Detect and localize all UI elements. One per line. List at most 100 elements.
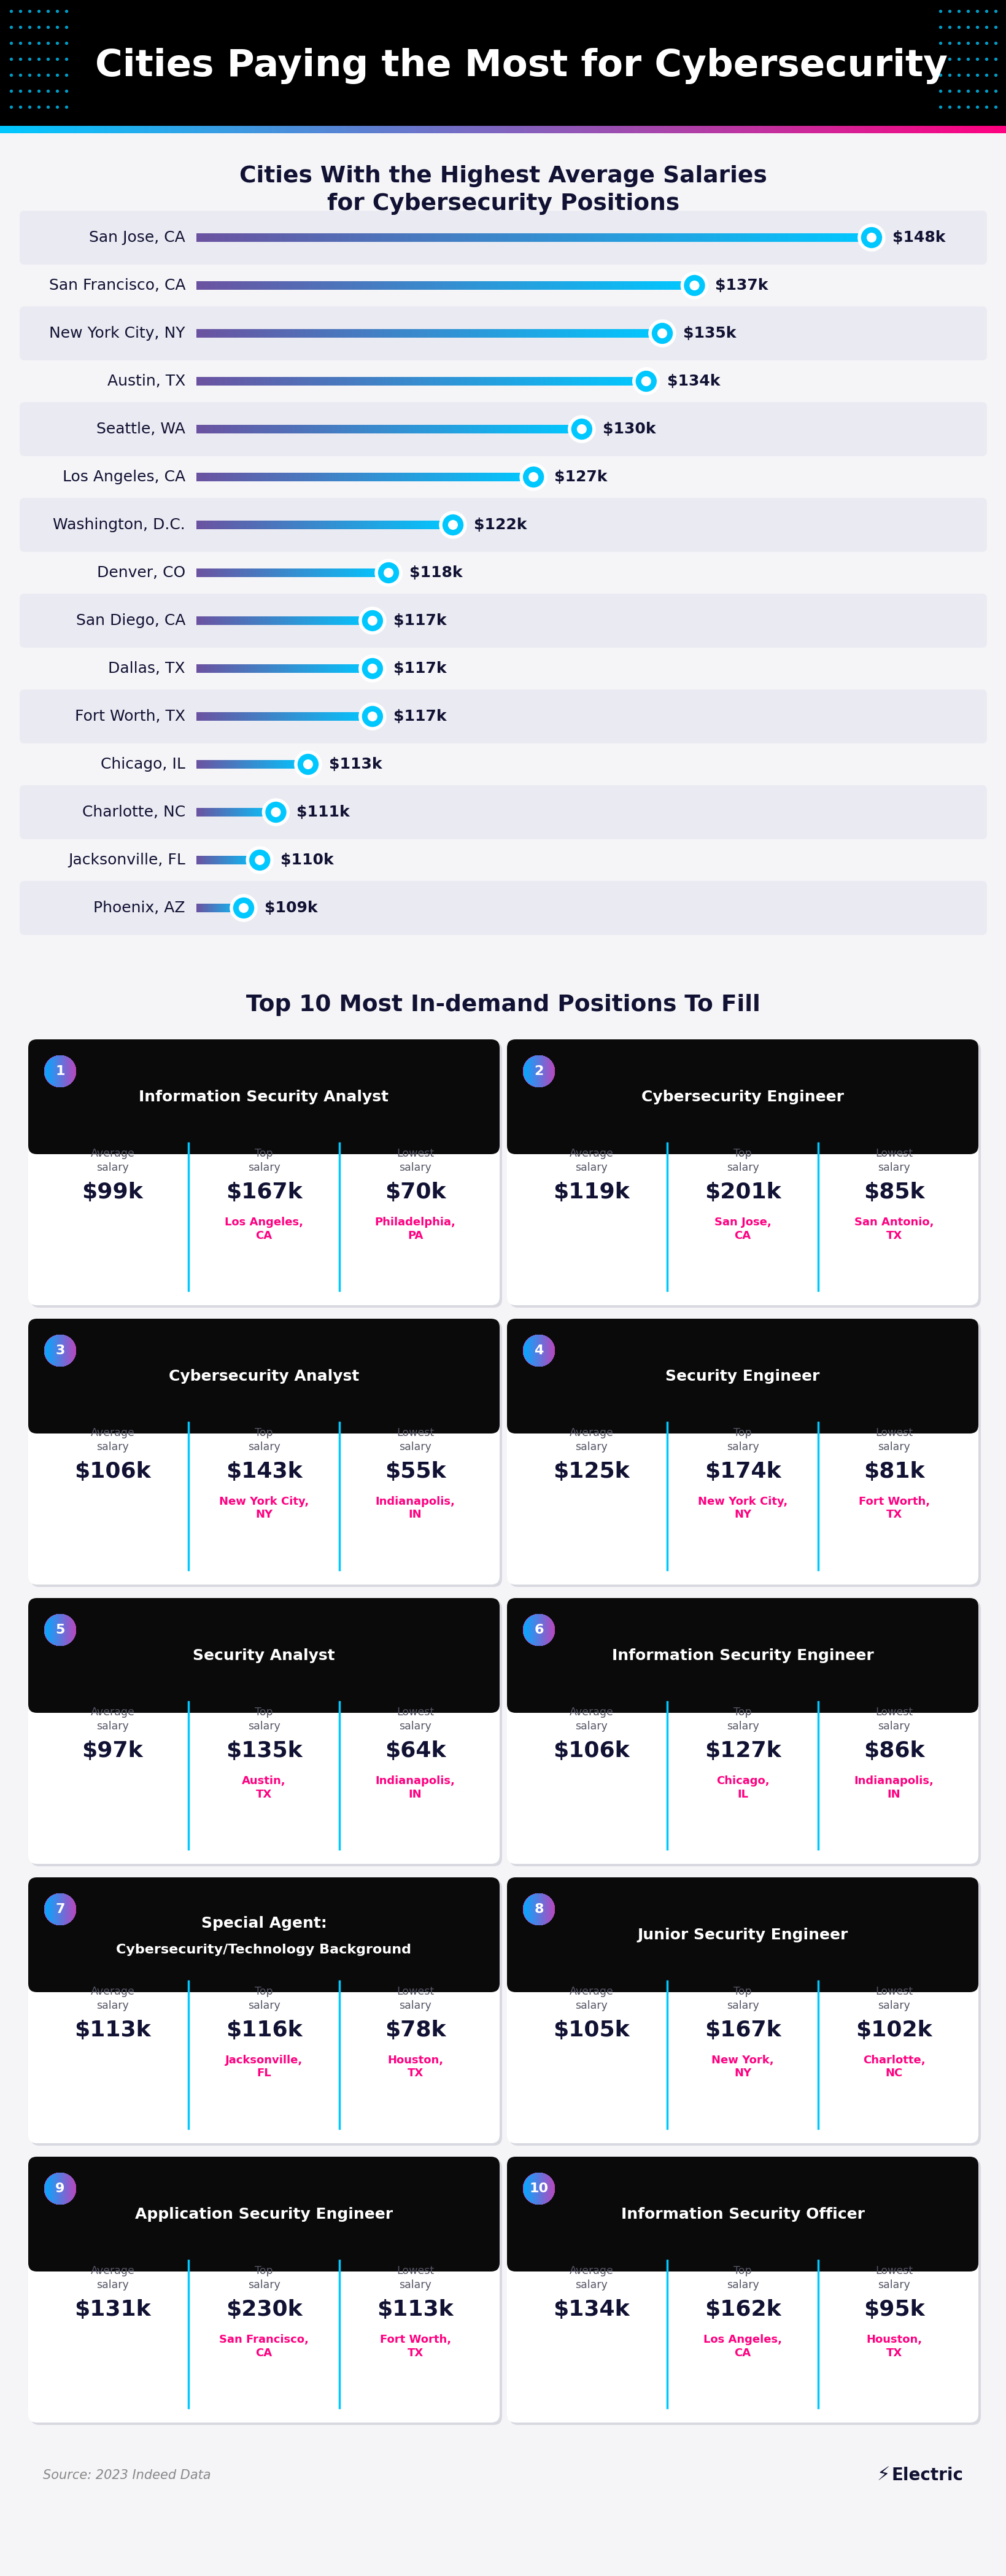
Circle shape	[523, 1334, 554, 1368]
Bar	[621, 126, 624, 134]
Bar	[168, 126, 171, 134]
Circle shape	[44, 1334, 76, 1368]
Text: $148k: $148k	[892, 229, 945, 245]
Circle shape	[44, 1893, 76, 1924]
Circle shape	[44, 1056, 76, 1087]
Circle shape	[44, 2172, 76, 2205]
Text: $109k: $109k	[265, 902, 318, 914]
Circle shape	[44, 2172, 76, 2205]
Circle shape	[523, 1893, 554, 1924]
Circle shape	[523, 1056, 554, 1087]
Circle shape	[523, 1615, 554, 1646]
Bar	[818, 126, 822, 134]
Circle shape	[523, 2172, 554, 2205]
Circle shape	[523, 1334, 554, 1368]
Bar	[490, 126, 493, 134]
Bar	[556, 126, 560, 134]
Circle shape	[44, 1615, 76, 1646]
Circle shape	[523, 2172, 554, 2205]
Circle shape	[523, 1893, 554, 1924]
Text: $105k: $105k	[552, 2020, 629, 2040]
Circle shape	[44, 2172, 76, 2205]
Circle shape	[523, 2172, 554, 2205]
Circle shape	[523, 1056, 554, 1087]
Bar	[319, 126, 322, 134]
FancyBboxPatch shape	[28, 1038, 499, 1306]
Bar	[687, 126, 691, 134]
Circle shape	[523, 2172, 554, 2205]
Bar	[83, 126, 88, 134]
Circle shape	[44, 1334, 76, 1368]
Bar	[586, 126, 591, 134]
FancyBboxPatch shape	[509, 1321, 980, 1587]
Circle shape	[44, 1056, 76, 1087]
Circle shape	[523, 2172, 554, 2205]
Text: Chicago, IL: Chicago, IL	[101, 757, 185, 773]
Circle shape	[523, 1893, 554, 1924]
Text: 5: 5	[55, 1623, 64, 1636]
Circle shape	[523, 1056, 554, 1087]
Bar	[3, 126, 7, 134]
Bar	[188, 126, 191, 134]
Circle shape	[523, 1893, 554, 1924]
Circle shape	[523, 1334, 554, 1368]
Circle shape	[44, 1056, 76, 1087]
Circle shape	[523, 1893, 554, 1924]
Circle shape	[44, 1893, 76, 1924]
Circle shape	[523, 1056, 554, 1087]
Text: for Cybersecurity Positions: for Cybersecurity Positions	[327, 193, 679, 214]
Text: $134k: $134k	[667, 374, 719, 389]
Bar	[108, 126, 111, 134]
Circle shape	[44, 1056, 76, 1087]
Circle shape	[44, 2172, 76, 2205]
Circle shape	[44, 1615, 76, 1646]
Circle shape	[523, 1056, 554, 1087]
Bar	[20, 126, 24, 134]
Text: Average
salary: Average salary	[91, 1708, 135, 1731]
Circle shape	[523, 1056, 554, 1087]
Bar	[392, 126, 396, 134]
Circle shape	[523, 1893, 554, 1924]
Circle shape	[44, 1893, 76, 1924]
Circle shape	[523, 1056, 554, 1087]
Circle shape	[44, 2172, 76, 2205]
Circle shape	[44, 1334, 76, 1368]
Text: Lowest
salary: Lowest salary	[396, 2264, 434, 2290]
Circle shape	[523, 1615, 554, 1646]
Bar	[161, 126, 165, 134]
Text: $127k: $127k	[704, 1741, 781, 1762]
Circle shape	[523, 1893, 554, 1924]
Circle shape	[44, 1893, 76, 1924]
Circle shape	[44, 1615, 76, 1646]
Circle shape	[44, 2172, 76, 2205]
Bar	[631, 126, 634, 134]
Text: Information Security Officer: Information Security Officer	[621, 2208, 864, 2221]
Circle shape	[44, 1615, 76, 1646]
Bar	[221, 126, 225, 134]
Circle shape	[523, 1615, 554, 1646]
Bar	[707, 126, 711, 134]
Text: $117k: $117k	[393, 662, 447, 675]
Circle shape	[44, 1615, 76, 1646]
Circle shape	[523, 1056, 554, 1087]
FancyBboxPatch shape	[20, 402, 986, 456]
Text: $137k: $137k	[715, 278, 768, 294]
Bar	[13, 126, 17, 134]
Bar	[184, 126, 188, 134]
Circle shape	[523, 1334, 554, 1368]
Circle shape	[523, 2172, 554, 2205]
Bar	[37, 1695, 490, 1708]
Text: $143k: $143k	[225, 1461, 302, 1481]
Circle shape	[44, 1893, 76, 1924]
Circle shape	[523, 1615, 554, 1646]
Text: $135k: $135k	[225, 1741, 302, 1762]
Bar	[151, 126, 155, 134]
Circle shape	[523, 1893, 554, 1924]
Circle shape	[523, 1334, 554, 1368]
Circle shape	[44, 1056, 76, 1087]
Circle shape	[523, 1893, 554, 1924]
Circle shape	[44, 1893, 76, 1924]
Text: San Francisco, CA: San Francisco, CA	[48, 278, 185, 294]
Circle shape	[44, 1615, 76, 1646]
Circle shape	[44, 1893, 76, 1924]
